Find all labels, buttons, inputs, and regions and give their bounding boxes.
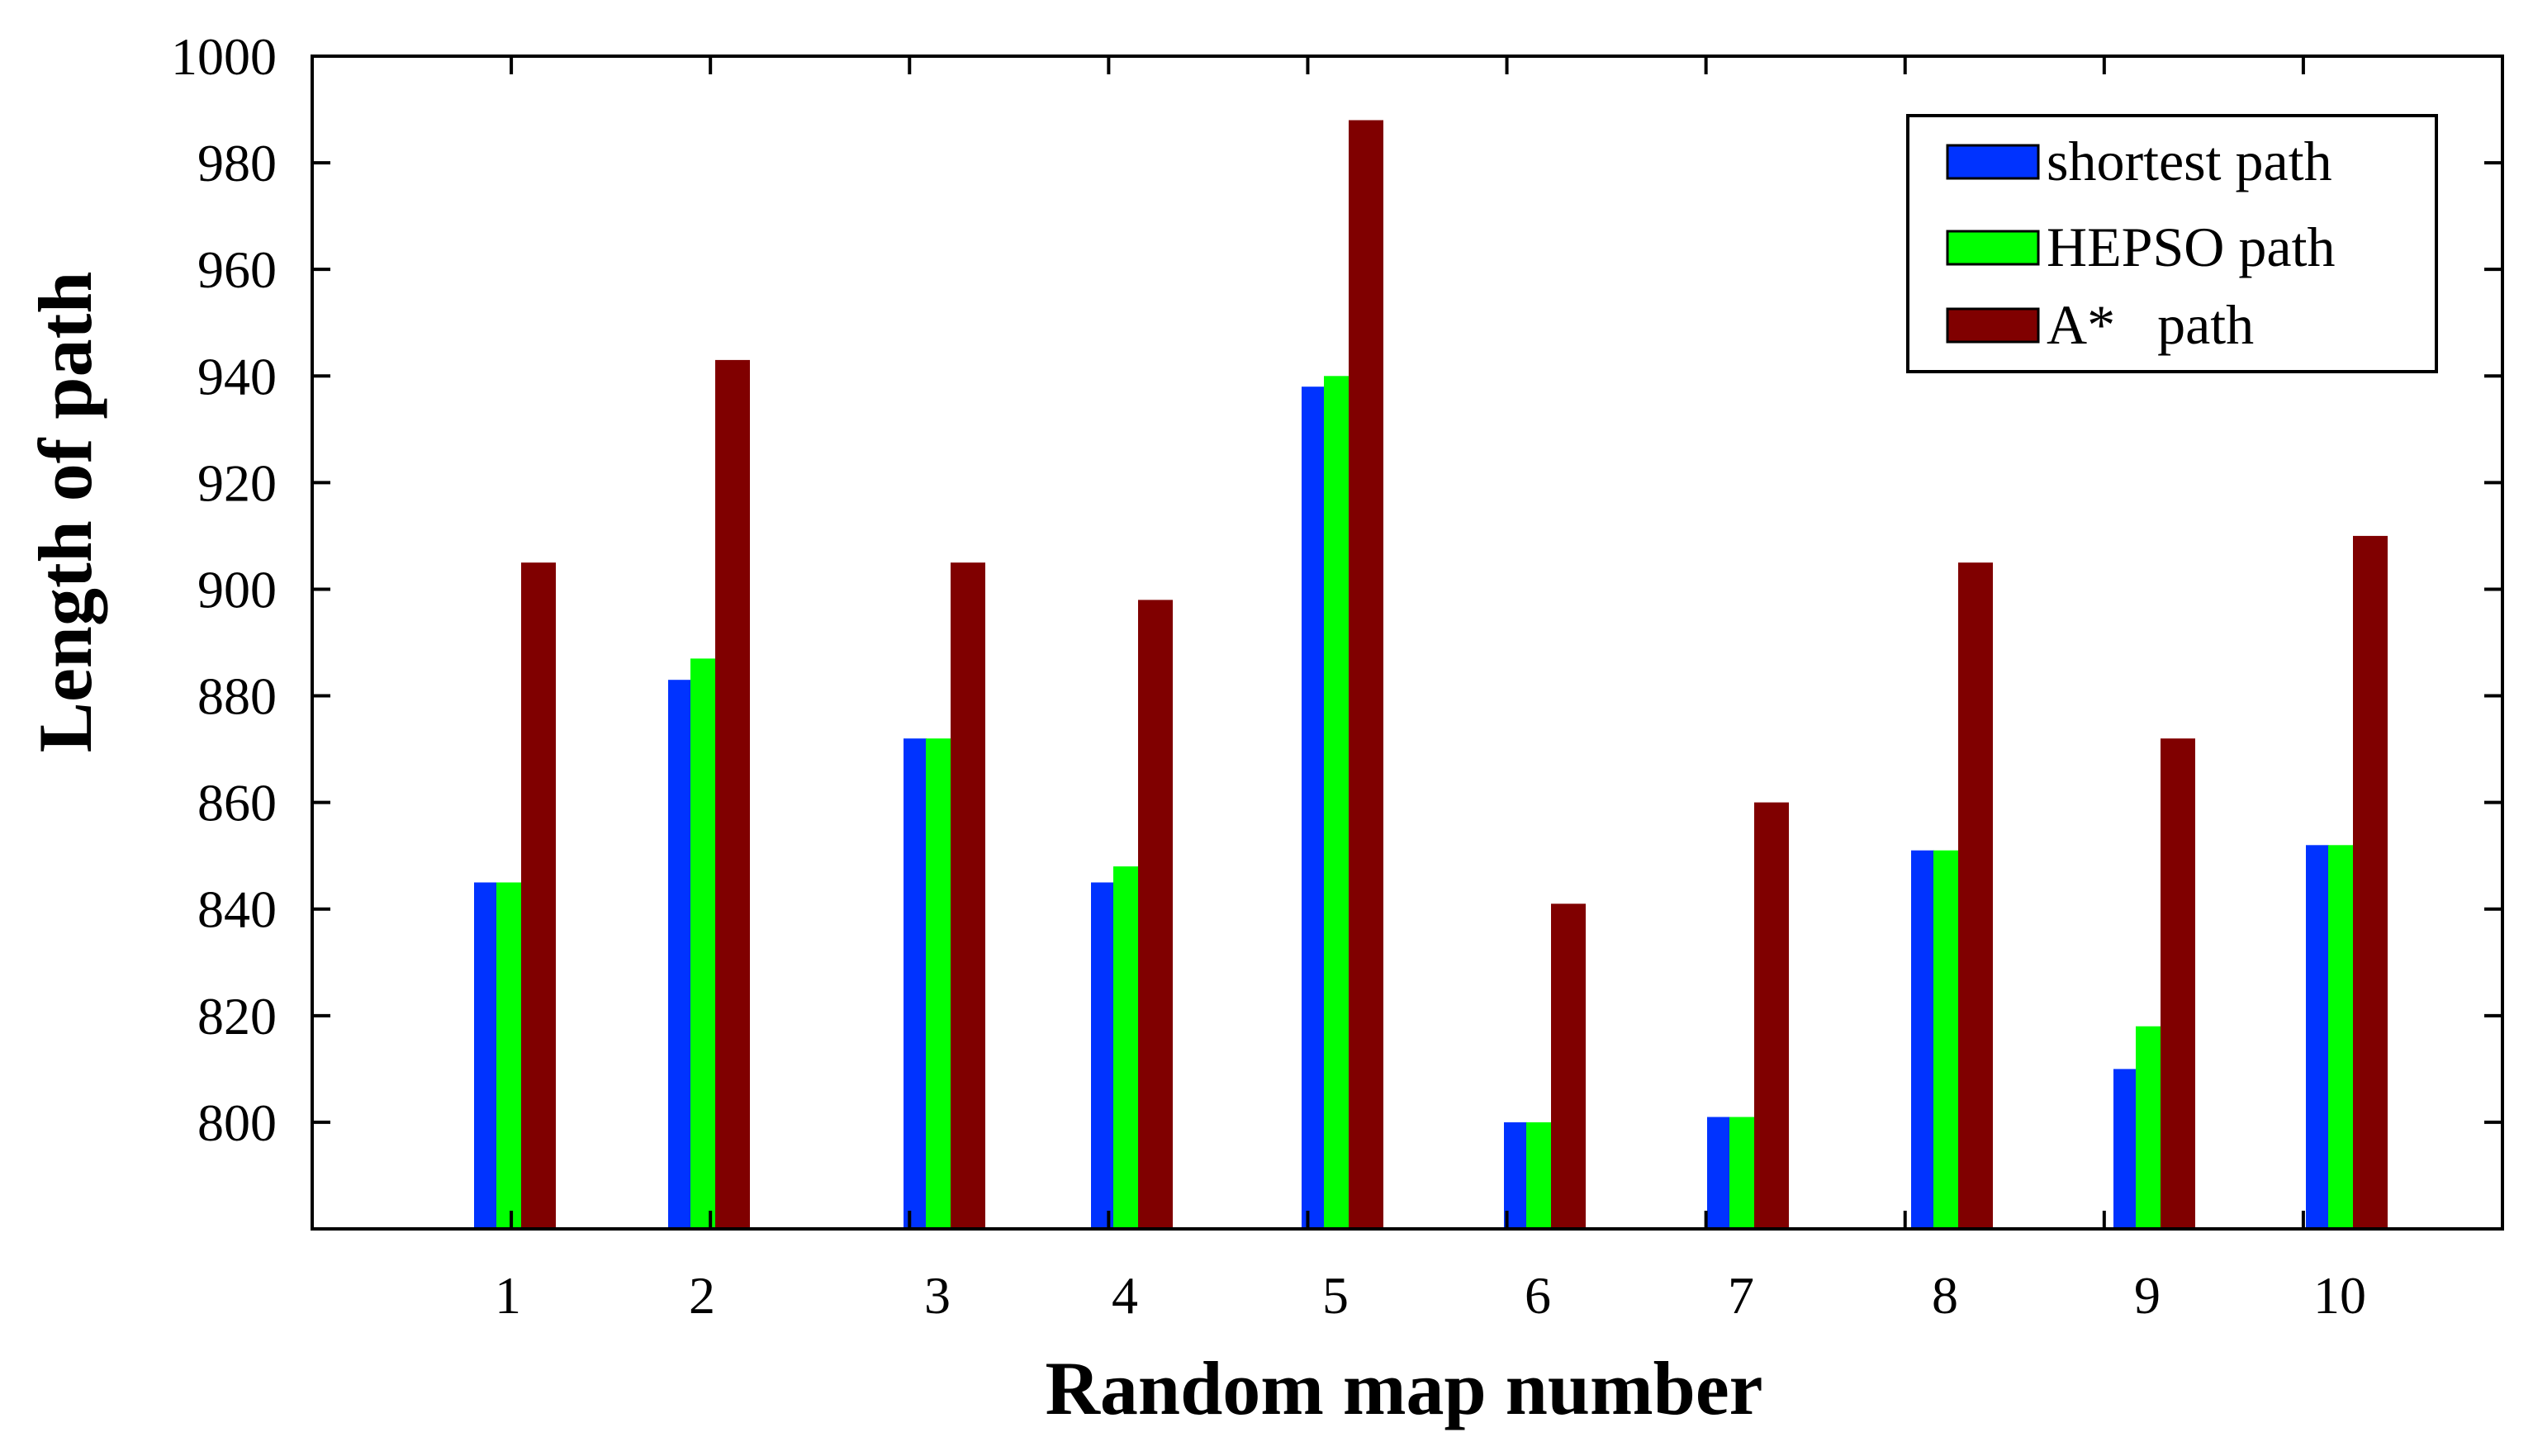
- x-tick-label-1: 1: [495, 1266, 521, 1325]
- x-tick-label-8: 8: [1932, 1266, 1958, 1325]
- bar-shortest-path-4: [1091, 882, 1114, 1229]
- bar-hepso-path-9: [2136, 1026, 2164, 1229]
- legend: shortest path HEPSO path A* path: [1906, 114, 2438, 373]
- y-tick-label-820: 820: [197, 987, 277, 1046]
- x-tick-label-3: 3: [924, 1266, 951, 1325]
- bar-hepso-path-6: [1526, 1122, 1554, 1229]
- bar-shortest-path-5: [1302, 387, 1325, 1229]
- x-axis-title: Random map number: [1045, 1346, 1762, 1430]
- bar-shortest-path-9: [2113, 1069, 2137, 1229]
- y-tick-label-940: 940: [197, 347, 277, 405]
- bar-hepso-path-1: [496, 882, 524, 1229]
- bar-a-path-1: [521, 562, 556, 1229]
- bar-hepso-path-2: [690, 658, 719, 1229]
- x-axis-ticks: 1 2 3 4 5 6 7 8 9 10: [495, 56, 2366, 1325]
- y-axis-ticks: 800 820 840 860 880 900 920 940 960 980 1000: [171, 27, 2502, 1152]
- y-tick-label-1000: 1000: [171, 27, 277, 86]
- bar-a-path-10: [2353, 535, 2388, 1229]
- bar-hepso-path-7: [1729, 1117, 1757, 1229]
- x-tick-label-5: 5: [1322, 1266, 1349, 1325]
- bar-a-path-5: [1349, 120, 1383, 1229]
- y-tick-label-900: 900: [197, 561, 277, 619]
- bar-a-path-6: [1551, 903, 1586, 1229]
- y-tick-label-860: 860: [197, 774, 277, 832]
- x-tick-label-7: 7: [1728, 1266, 1754, 1325]
- y-tick-label-960: 960: [197, 240, 277, 299]
- plot-area-frame: [311, 55, 2504, 1231]
- legend-swatch-a-path: [1946, 307, 2040, 344]
- y-tick-label-980: 980: [197, 134, 277, 192]
- x-tick-label-2: 2: [689, 1266, 715, 1325]
- y-axis-title: Length of path: [23, 272, 107, 753]
- legend-swatch-shortest-path: [1946, 144, 2040, 180]
- legend-label-hepso-path: HEPSO path: [2047, 216, 2335, 278]
- y-tick-label-840: 840: [197, 880, 277, 939]
- bar-a-path-8: [1958, 562, 1993, 1229]
- bar-shortest-path-8: [1911, 850, 1934, 1229]
- y-tick-label-920: 920: [197, 453, 277, 512]
- y-tick-label-880: 880: [197, 667, 277, 726]
- bar-hepso-path-3: [926, 738, 954, 1229]
- legend-label-a-path: A* path: [2047, 293, 2254, 356]
- x-tick-label-6: 6: [1525, 1266, 1551, 1325]
- bar-a-path-3: [951, 562, 985, 1229]
- legend-swatch-hepso-path: [1946, 230, 2040, 266]
- bar-hepso-path-5: [1324, 376, 1352, 1229]
- bar-shortest-path-10: [2306, 845, 2329, 1229]
- bar-hepso-path-8: [1933, 850, 1961, 1229]
- bar-shortest-path-7: [1707, 1117, 1730, 1229]
- bar-a-path-4: [1138, 600, 1173, 1229]
- bars-layer: [474, 120, 2388, 1229]
- bar-hepso-path-10: [2328, 845, 2356, 1229]
- bar-a-path-7: [1754, 802, 1789, 1229]
- legend-label-shortest-path: shortest path: [2047, 130, 2332, 192]
- bar-a-path-9: [2161, 738, 2195, 1229]
- bar-a-path-2: [715, 359, 750, 1229]
- bar-shortest-path-1: [474, 882, 497, 1229]
- bar-hepso-path-4: [1113, 866, 1141, 1229]
- y-tick-label-800: 800: [197, 1093, 277, 1152]
- bar-shortest-path-3: [904, 738, 927, 1229]
- x-tick-label-10: 10: [2313, 1266, 2366, 1325]
- bar-shortest-path-2: [668, 680, 691, 1229]
- x-tick-label-9: 9: [2134, 1266, 2161, 1325]
- x-tick-label-4: 4: [1112, 1266, 1138, 1325]
